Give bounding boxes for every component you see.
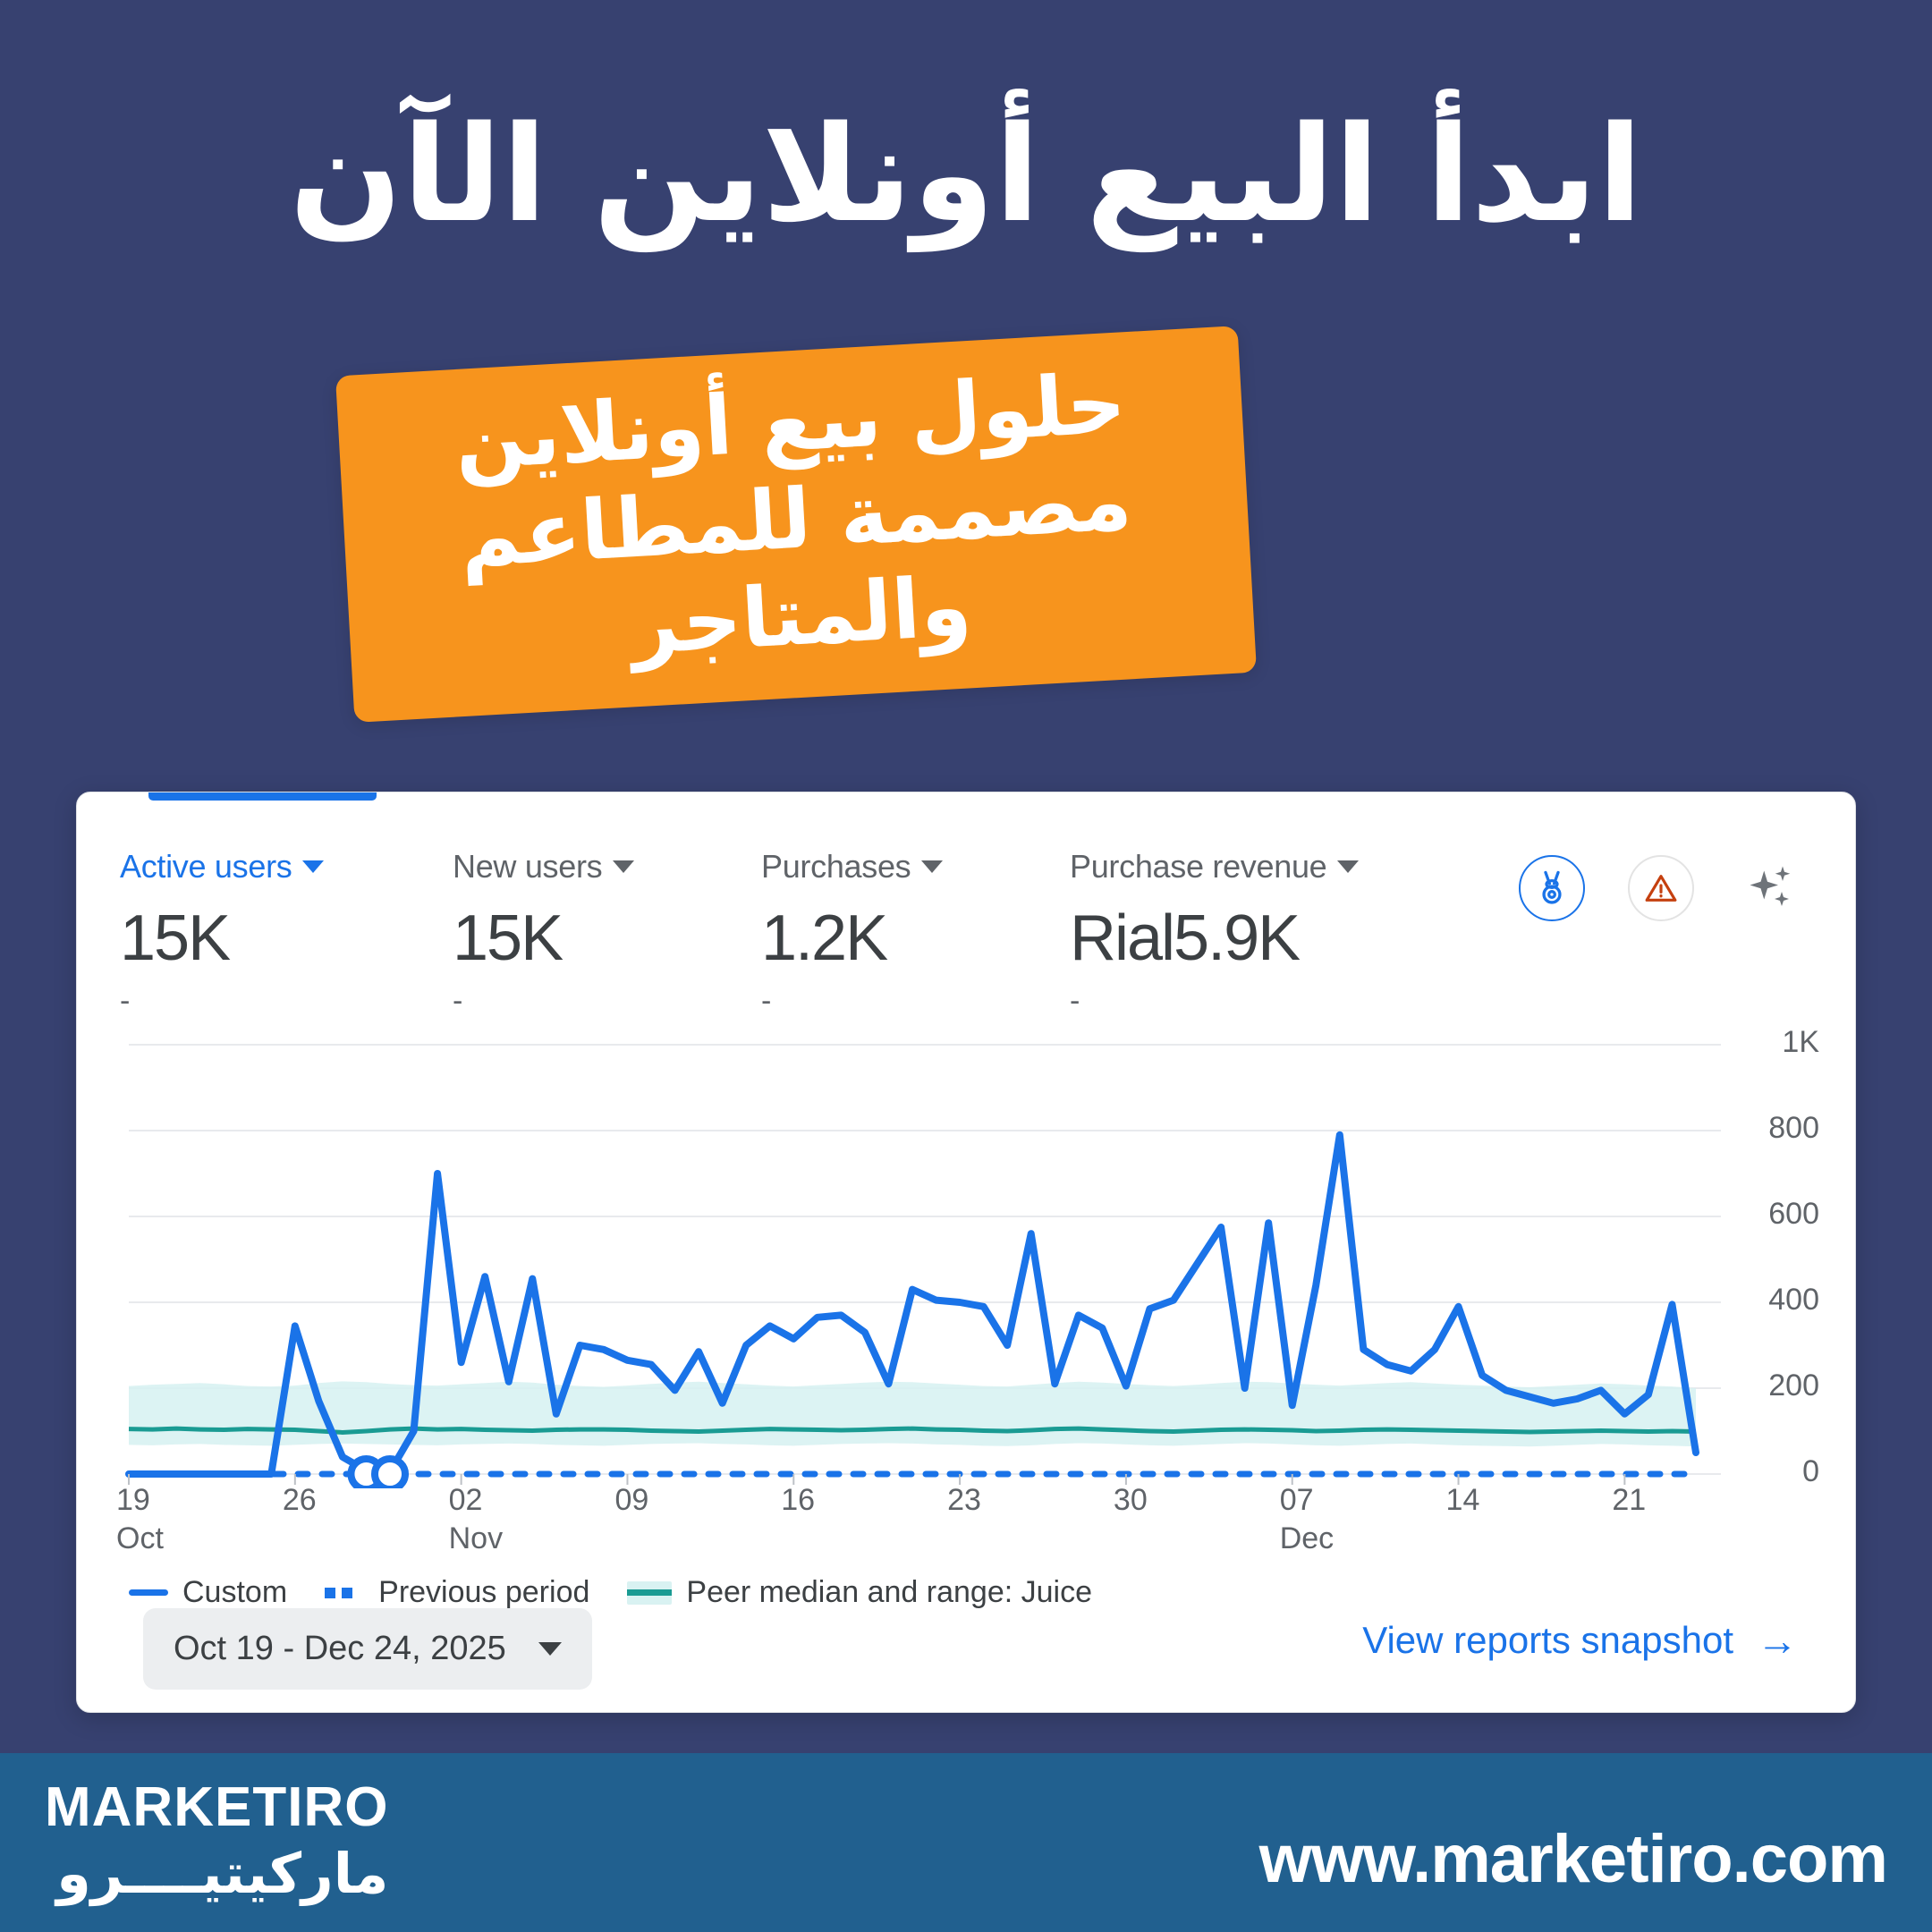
y-axis-labels: 0 200 400 600 800 1K <box>1712 1025 1819 1488</box>
brand-name-ar: ماركيتيــــرو <box>56 1841 389 1906</box>
tab-active-indicator[interactable] <box>148 792 377 801</box>
legend-item-custom[interactable]: Custom <box>129 1575 287 1610</box>
y-axis-tick-label: 800 <box>1768 1111 1819 1145</box>
ai-sparkle-icon[interactable] <box>1737 855 1803 921</box>
metric-label[interactable]: New users <box>453 848 761 886</box>
metric-label-text: Purchases <box>761 848 911 885</box>
chevron-down-icon[interactable] <box>921 860 944 873</box>
x-axis-tick-label: 02 Nov <box>448 1483 504 1555</box>
metric-delta: - <box>120 984 131 1018</box>
legend-swatch-band-icon <box>627 1580 673 1605</box>
x-axis-tick-label: 30 <box>1113 1483 1148 1517</box>
chevron-down-icon[interactable] <box>1337 860 1360 873</box>
date-range-selector[interactable]: Oct 19 - Dec 24, 2025 <box>143 1608 592 1690</box>
chevron-down-icon[interactable] <box>302 860 325 873</box>
metric-new-users[interactable]: New users 15K - <box>453 848 761 1018</box>
x-axis-tick-label: 07 Dec <box>1279 1483 1335 1555</box>
chevron-down-icon[interactable] <box>538 1642 562 1656</box>
x-axis-labels: 19 Oct 26 02 Nov 09 16 23 30 07 Dec 14 21 <box>77 1481 1855 1580</box>
card-header-icons <box>1519 855 1803 921</box>
y-axis-tick-label: 600 <box>1768 1197 1819 1231</box>
insights-medal-icon[interactable] <box>1519 855 1585 921</box>
analytics-card: Active users 15K - New users 15K - Purch… <box>76 792 1856 1713</box>
website-url: www.marketiro.com <box>1258 1821 1888 1897</box>
y-axis-tick-label: 200 <box>1768 1368 1819 1402</box>
brand-logo: MARKETIRO ماركيتيــــرو <box>45 1775 389 1906</box>
x-axis-tick-label: 09 <box>614 1483 649 1517</box>
legend-swatch-solid-icon <box>129 1589 168 1596</box>
metric-delta: - <box>1070 984 1080 1018</box>
x-axis-tick-label: 19 Oct <box>116 1483 164 1555</box>
date-range-label: Oct 19 - Dec 24, 2025 <box>174 1630 506 1667</box>
metric-value: 1.2K <box>761 902 888 974</box>
metric-delta: - <box>761 984 772 1018</box>
legend-label: Previous period <box>378 1575 590 1609</box>
y-axis-tick-label: 400 <box>1768 1283 1819 1317</box>
x-axis-tick-label: 16 <box>781 1483 816 1517</box>
poster-badge: حلول بيع أونلاين مصممة للمطاعم والمتاجر <box>335 326 1258 723</box>
legend-label: Custom <box>182 1575 288 1609</box>
brand-name-en: MARKETIRO <box>45 1776 389 1838</box>
legend-item-peer-median[interactable]: Peer median and range: Juice <box>627 1575 1092 1610</box>
chart-plot-area <box>77 1032 1855 1488</box>
metric-label-text: Purchase revenue <box>1070 848 1327 885</box>
metric-label[interactable]: Purchases <box>761 848 1070 886</box>
metric-purchases[interactable]: Purchases 1.2K - <box>761 848 1070 1018</box>
metric-label-text: New users <box>453 848 603 885</box>
arrow-right-icon: → <box>1757 1617 1798 1664</box>
chevron-down-icon[interactable] <box>613 860 635 873</box>
metric-label-text: Active users <box>120 848 292 885</box>
metric-value: 15K <box>120 902 231 974</box>
metric-delta: - <box>453 984 463 1018</box>
metric-value: 15K <box>453 902 564 974</box>
metric-purchase-revenue[interactable]: Purchase revenue Rial5.9K - <box>1070 848 1454 1018</box>
poster-headline: ابدأ البيع أونلاين الآن <box>289 97 1645 251</box>
metric-active-users[interactable]: Active users 15K - <box>120 848 453 1018</box>
line-chart <box>125 1044 1721 1488</box>
chart-legend: Custom Previous period Peer median and r… <box>129 1575 1092 1610</box>
y-axis-tick-label: 1K <box>1782 1025 1819 1059</box>
legend-item-previous-period[interactable]: Previous period <box>325 1575 589 1610</box>
metric-value: Rial5.9K <box>1070 902 1301 974</box>
legend-label: Peer median and range: Juice <box>686 1575 1093 1609</box>
view-reports-snapshot-link[interactable]: View reports snapshot → <box>1362 1619 1798 1662</box>
alert-warning-icon[interactable] <box>1628 855 1694 921</box>
x-axis-tick-label: 26 <box>282 1483 317 1517</box>
metrics-row: Active users 15K - New users 15K - Purch… <box>77 848 1855 1027</box>
poster-background-bottom <box>0 1753 1932 1932</box>
metric-label[interactable]: Purchase revenue <box>1070 848 1454 886</box>
y-axis-tick-label: 0 <box>1802 1454 1819 1488</box>
x-axis-tick-label: 23 <box>947 1483 981 1517</box>
snapshot-label: View reports snapshot <box>1362 1619 1733 1661</box>
x-axis-tick-label: 21 <box>1612 1483 1647 1517</box>
x-axis-tick-label: 14 <box>1445 1483 1480 1517</box>
metric-label[interactable]: Active users <box>120 848 453 886</box>
legend-swatch-dashed-icon <box>325 1587 364 1598</box>
